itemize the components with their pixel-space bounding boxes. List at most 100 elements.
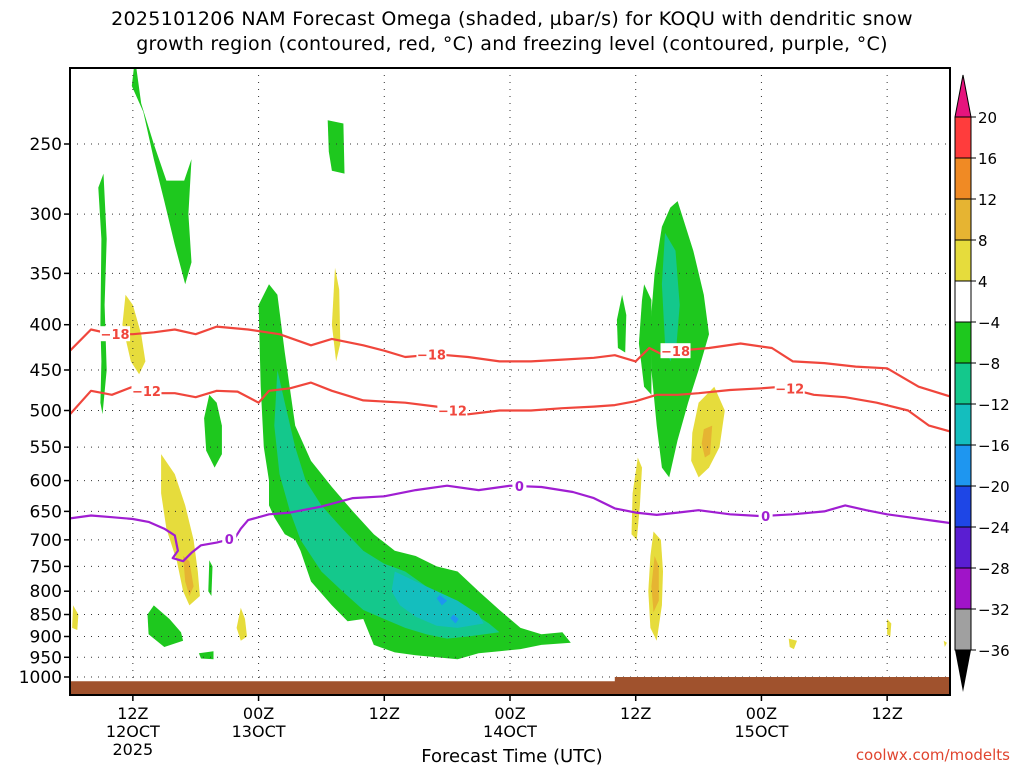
y-tick-label-950: 950 xyxy=(30,648,62,668)
site-credit: coolwx.com/modelts xyxy=(855,746,1010,764)
colorbar-segment-2 xyxy=(954,198,972,241)
contour-label-bg-zero-1 xyxy=(512,478,527,494)
colorbar-segment-6 xyxy=(954,362,972,405)
x-tick-label-48-1: 00Z xyxy=(494,704,525,723)
colorbar-label-8: −16 xyxy=(978,437,1010,455)
y-tick-label-600: 600 xyxy=(30,472,62,492)
colorbar-segment-3 xyxy=(954,239,972,282)
plot-area: −18 −18 −18 −12 −12 −12 0 0 0 xyxy=(70,68,950,695)
omega-region-19 xyxy=(236,607,247,641)
colorbar-segment-10 xyxy=(954,526,972,569)
x-tick-label-24-1: 00Z xyxy=(243,704,274,723)
x-tick-label-12-3: 2025 xyxy=(112,740,153,759)
omega-region-28 xyxy=(887,619,892,637)
x-tick-label-12-2: 12OCT xyxy=(106,722,160,741)
omega-region-8 xyxy=(327,120,345,174)
omega-region-7 xyxy=(450,614,459,624)
colorbar-label-10: −24 xyxy=(978,519,1010,537)
colorbar-segment-5 xyxy=(954,321,972,364)
colorbar-segment-8 xyxy=(954,444,972,487)
omega-region-11 xyxy=(198,651,214,660)
colorbar-label-7: −12 xyxy=(978,396,1010,414)
colorbar-label-4: 4 xyxy=(978,273,988,291)
y-tick-label-650: 650 xyxy=(30,502,62,522)
contour-label-minus12-0: −12 xyxy=(132,385,161,400)
colorbar-top-arrow xyxy=(954,74,972,118)
omega-region-21 xyxy=(72,605,79,630)
contour-label-bg-zero-2 xyxy=(758,507,773,523)
contour-label-zero-0: 0 xyxy=(225,533,234,548)
y-tick-label-400: 400 xyxy=(30,316,62,336)
contour-line-zero xyxy=(70,484,950,563)
chart-title-line-1: 2025101206 NAM Forecast Omega (shaded, µ… xyxy=(111,8,913,30)
contour-label-bg-minus18-1 xyxy=(416,346,447,362)
y-tick-label-700: 700 xyxy=(30,531,62,551)
contour-label-minus12-1: −12 xyxy=(438,405,467,420)
omega-region-2 xyxy=(204,394,222,468)
colorbar-segment-4 xyxy=(954,280,972,323)
contour-label-minus12-2: −12 xyxy=(775,383,804,398)
y-tick-label-800: 800 xyxy=(30,582,62,602)
omega-region-5 xyxy=(391,571,484,628)
contour-label-bg-zero-0 xyxy=(222,531,237,547)
colorbar-bottom-arrow xyxy=(955,650,971,692)
colorbar-segment-11 xyxy=(954,567,972,610)
colorbar-label-12: −32 xyxy=(978,601,1010,619)
x-tick-label-72-2: 15OCT xyxy=(734,722,788,741)
x-axis-label: Forecast Time (UTC) xyxy=(421,746,603,767)
colorbar-segment-9 xyxy=(954,485,972,528)
colorbar-label-13: −36 xyxy=(978,642,1010,660)
omega-region-4 xyxy=(274,370,500,639)
y-tick-label-450: 450 xyxy=(30,361,62,381)
colorbar-label-3: 8 xyxy=(978,232,988,250)
colorbar-label-0: 20 xyxy=(978,109,997,127)
omega-region-10 xyxy=(208,560,213,596)
colorbar-label-2: 12 xyxy=(978,191,997,209)
omega-region-18 xyxy=(183,556,194,596)
y-tick-label-500: 500 xyxy=(30,402,62,422)
y-tick-label-350: 350 xyxy=(30,264,62,284)
x-tick-label-24-2: 13OCT xyxy=(232,722,286,741)
colorbar-label-9: −20 xyxy=(978,478,1010,496)
contour-label-bg-minus12-1 xyxy=(437,402,468,418)
omega-region-26 xyxy=(651,556,659,613)
y-tick-label-250: 250 xyxy=(30,135,62,155)
omega-region-6 xyxy=(436,595,448,606)
colorbar-segment-12 xyxy=(954,608,972,651)
y-tick-label-850: 850 xyxy=(30,606,62,626)
omega-region-0 xyxy=(131,68,192,285)
x-tick-label-84-1: 12Z xyxy=(871,704,902,723)
contour-label-minus18-2: −18 xyxy=(661,345,690,360)
y-tick-label-300: 300 xyxy=(30,205,62,225)
y-tick-label-900: 900 xyxy=(30,627,62,647)
contour-label-minus18-0: −18 xyxy=(101,328,130,343)
omega-region-13 xyxy=(638,284,652,395)
omega-region-14 xyxy=(616,294,627,353)
x-tick-label-12-1: 12Z xyxy=(117,704,148,723)
chart-title-line-2: growth region (contoured, red, °C) and f… xyxy=(136,33,888,55)
contour-label-zero-1: 0 xyxy=(515,480,524,495)
omega-region-1 xyxy=(98,173,107,415)
colorbar-segment-1 xyxy=(954,157,972,200)
terrain-band xyxy=(70,677,950,695)
colorbar-segment-0 xyxy=(954,116,972,159)
contour-label-bg-minus12-2 xyxy=(774,380,805,396)
x-tick-label-36-1: 12Z xyxy=(369,704,400,723)
omega-region-24 xyxy=(631,457,642,540)
x-tick-label-48-2: 14OCT xyxy=(483,722,537,741)
omega-region-20 xyxy=(331,267,341,362)
contour-line-minus18 xyxy=(70,325,950,398)
contour-label-bg-minus12-0 xyxy=(131,382,162,398)
contour-label-bg-minus18-2 xyxy=(660,343,691,359)
contour-label-zero-2: 0 xyxy=(761,510,770,525)
omega-region-29 xyxy=(943,640,947,647)
omega-region-27 xyxy=(788,638,797,650)
omega-region-15 xyxy=(661,232,680,362)
colorbar-label-5: −4 xyxy=(978,314,1000,332)
contour-label-bg-minus18-0 xyxy=(100,326,131,342)
contour-label-minus18-1: −18 xyxy=(417,349,446,364)
contour-line-minus12 xyxy=(70,381,950,433)
omega-region-9 xyxy=(147,605,184,647)
colorbar-segment-7 xyxy=(954,403,972,446)
y-tick-label-550: 550 xyxy=(30,438,62,458)
